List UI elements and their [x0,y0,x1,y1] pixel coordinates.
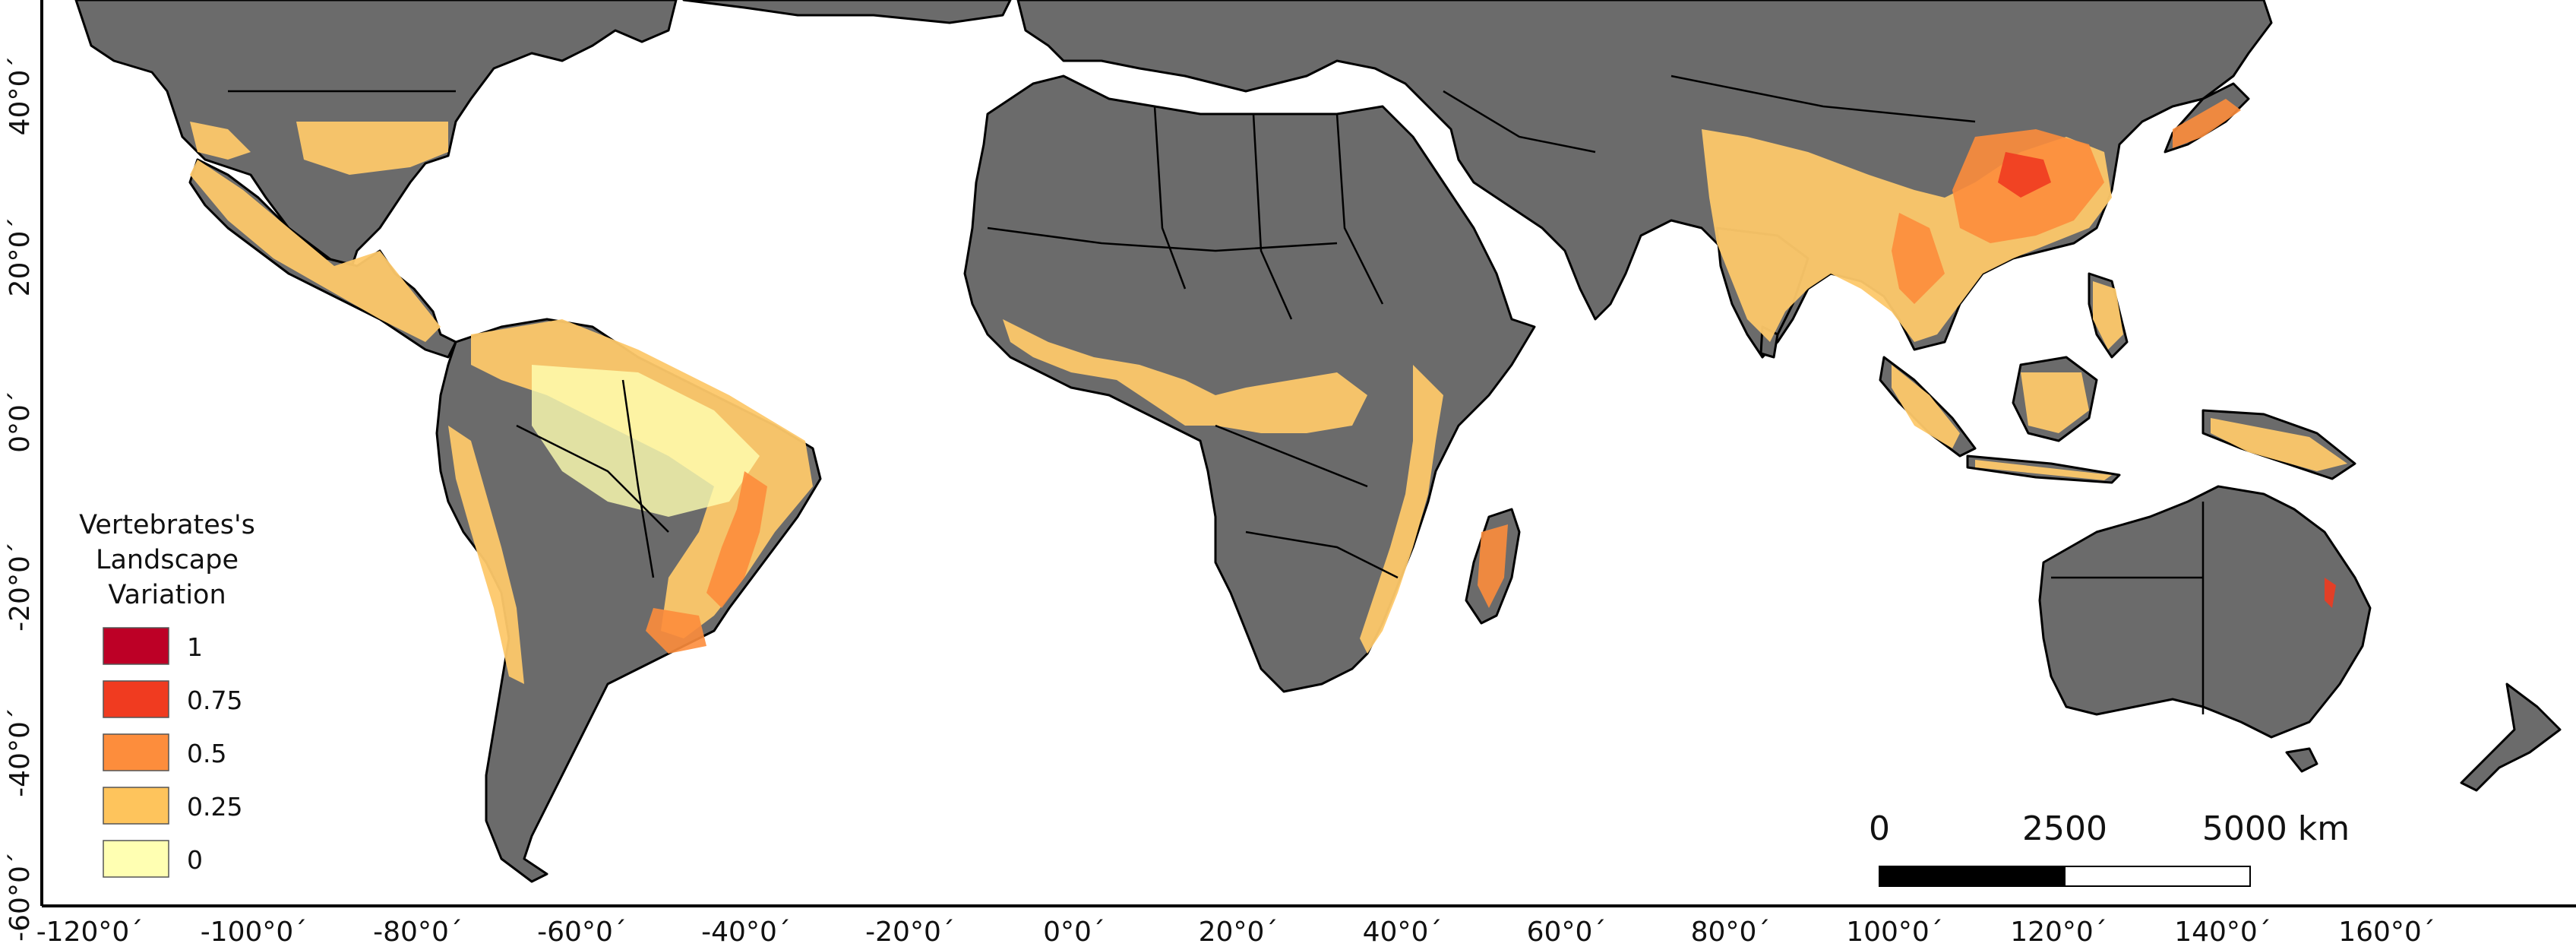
legend-title-line: Vertebrates's [79,510,255,540]
y-axis-ticks: 40°0´ 20°0´ 0°0´ -20°0´ -40°0´ -60°0´ [5,56,36,942]
legend-swatch [103,680,169,718]
scale-bar: 0 2500 5000 km [1869,809,2350,887]
legend-swatch [103,787,169,825]
landmass-tasmania [2285,747,2318,773]
legend-swatch [103,840,169,878]
scale-bar-black-segment [1879,866,2066,887]
legend-swatch [103,733,169,771]
country-borders [228,74,2205,714]
legend-label: 0 [187,845,203,875]
x-tick-label: 80°0´ [1691,917,1771,948]
x-tick-label: -80°0´ [373,917,463,948]
y-tick-label: 20°0´ [5,217,36,297]
legend: Vertebrates's Landscape Variation 1 0.75… [79,510,255,878]
y-tick-label: -20°0´ [5,542,36,632]
x-tick-label: -60°0´ [537,917,627,948]
x-tick-label: 0°0´ [1043,917,1105,948]
scale-label-mid: 2500 [2022,809,2107,848]
landmass-arctic [682,0,1012,24]
legend-title-line: Landscape [96,545,239,575]
x-tick-label: -120°0´ [36,917,144,948]
x-tick-label: 40°0´ [1363,917,1443,948]
legend-swatch [103,627,169,665]
legend-label: 0.25 [187,792,242,822]
legend-label: 1 [187,632,203,662]
x-tick-label: 140°0´ [2174,917,2271,948]
x-tick-label: 60°0´ [1527,917,1607,948]
y-tick-label: -40°0´ [5,708,36,797]
legend-title-line: Variation [108,580,226,610]
landscape-variation-overlay [190,99,2347,684]
y-tick-label: -60°0´ [5,852,36,942]
x-tick-label: -100°0´ [201,917,308,948]
y-tick-label: 40°0´ [5,56,36,136]
x-axis-ticks: -120°0´ -100°0´ -80°0´ -60°0´ -40°0´ -20… [36,917,2435,948]
landmass-new-zealand [2460,682,2562,792]
y-tick-label: 0°0´ [5,391,36,453]
x-tick-label: 160°0´ [2338,917,2435,948]
scale-label-start: 0 [1869,809,1890,848]
x-tick-label: 120°0´ [2010,917,2107,948]
x-tick-label: -40°0´ [701,917,791,948]
x-tick-label: -20°0´ [865,917,955,948]
legend-label: 0.75 [187,686,242,715]
scale-bar-white-segment [2064,866,2251,887]
x-tick-label: 20°0´ [1199,917,1279,948]
x-tick-label: 100°0´ [1846,917,1943,948]
legend-label: 0.5 [187,739,226,768]
landmass-australia [2038,485,2372,739]
scale-label-end: 5000 km [2202,809,2350,848]
